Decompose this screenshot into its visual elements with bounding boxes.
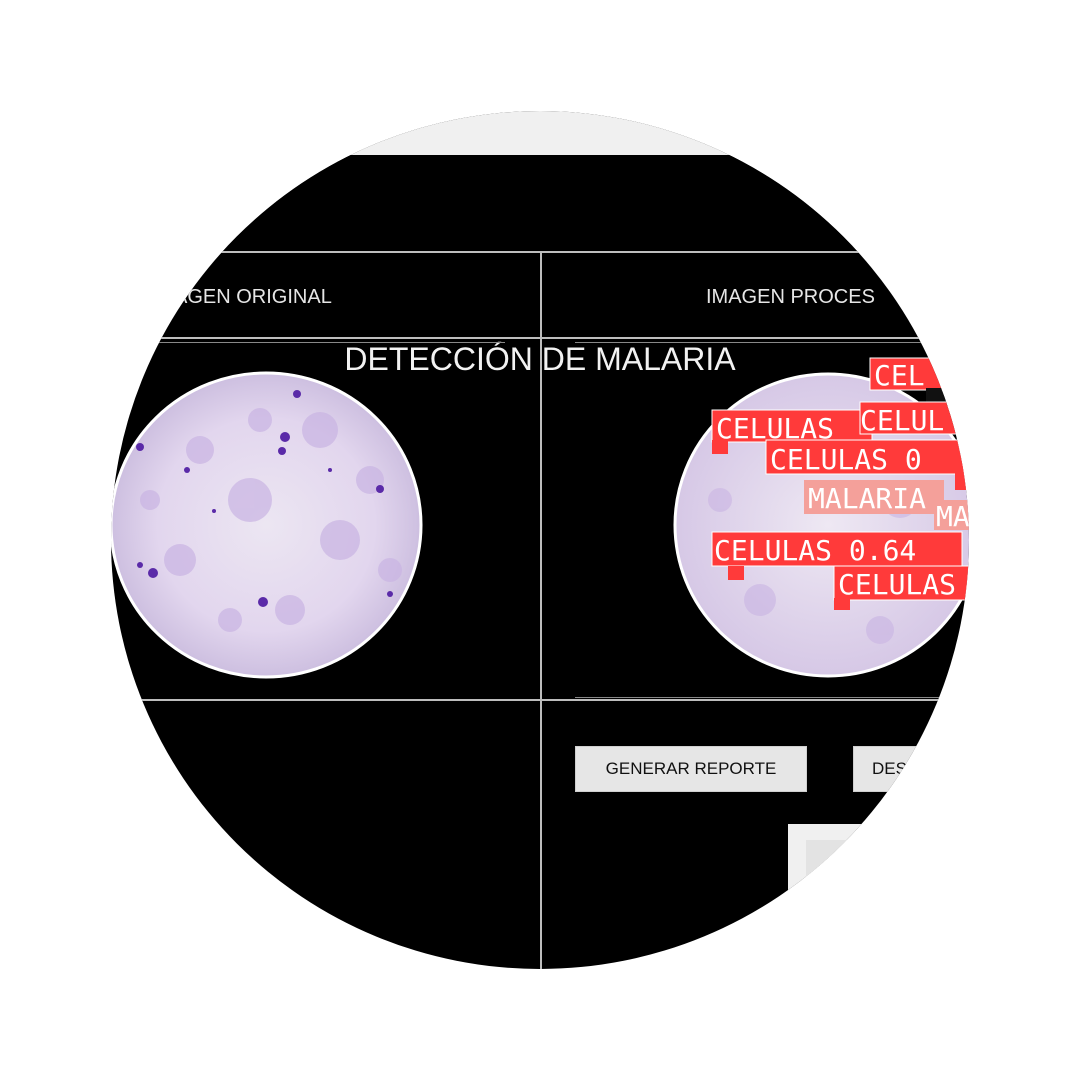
second-action-label: DES — [872, 759, 907, 778]
generate-report-label: GENERAR REPORTE — [605, 759, 777, 778]
image-frame-top — [575, 342, 955, 343]
detection-label: MA — [936, 500, 969, 533]
second-action-button[interactable]: DES — [853, 746, 969, 792]
image-placeholder-inner — [806, 840, 969, 969]
detection-label: CELULAS 0 — [770, 443, 922, 476]
processed-smear-image: CEL CELULAS CELUL CELULAS 0 MALARIA MA C… — [673, 357, 969, 678]
screenshot-crop: · PROTIS SANGUINEO DETECCIÓN DE MALARIA … — [111, 111, 969, 969]
original-smear-image — [111, 371, 423, 679]
detection-label: MALARIA — [808, 482, 926, 515]
generate-report-button[interactable]: GENERAR REPORTE — [575, 746, 807, 792]
app-header — [111, 155, 969, 251]
detection-label: CELULAS — [838, 568, 956, 601]
original-image-label: AGEN ORIGINAL — [174, 286, 332, 308]
image-frame-top — [130, 342, 505, 343]
detection-label: CELULAS 0.64 — [714, 534, 916, 567]
processed-image-label: IMAGEN PROCES — [706, 286, 875, 308]
image-frame-bottom — [575, 697, 955, 698]
divider — [540, 251, 542, 969]
page-title: DETECCIÓN DE MALARIA — [344, 341, 736, 377]
detection-label: CEL — [874, 359, 925, 392]
detection-label: CELUL — [860, 404, 944, 437]
divider — [111, 337, 969, 339]
divider — [111, 699, 969, 701]
detection-label: CELULAS — [716, 412, 834, 445]
